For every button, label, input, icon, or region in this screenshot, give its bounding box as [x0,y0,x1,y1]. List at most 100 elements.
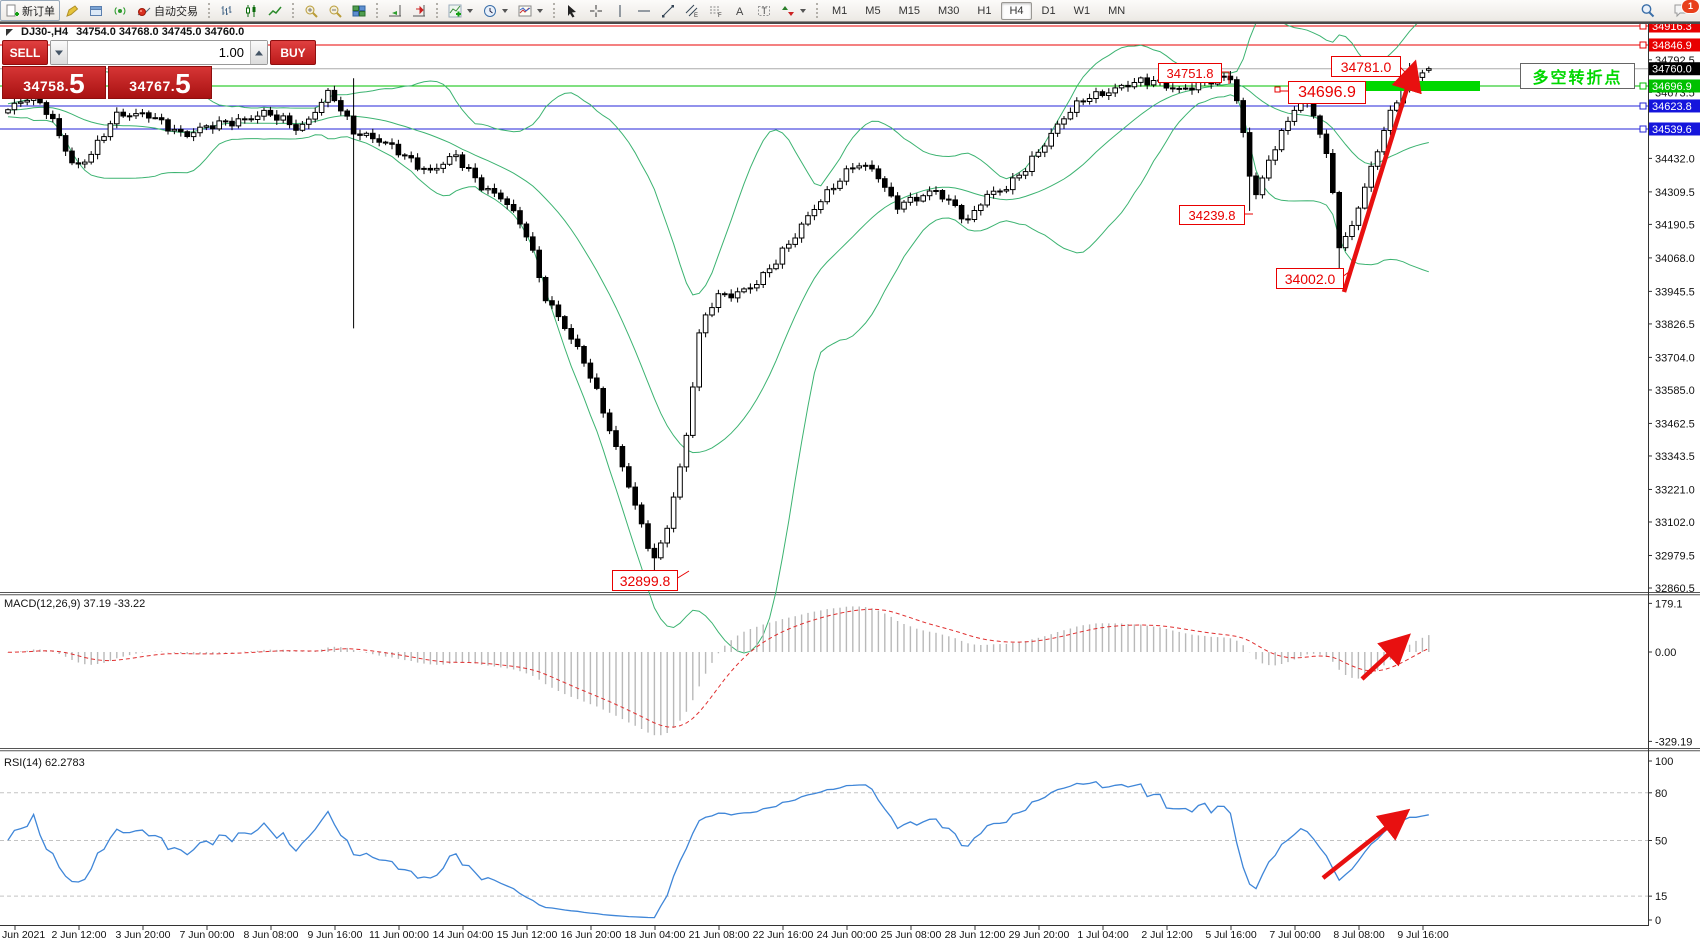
panel-dividers [0,20,1700,926]
price-callout-label[interactable]: 32899.8 [612,570,678,591]
candlestick-chart-button[interactable] [239,0,263,21]
text-label-button[interactable]: T [752,0,776,21]
price-callout-label[interactable]: 34751.8 [1158,63,1222,83]
dropdown-caret-icon [502,8,508,13]
one-click-collapse-arrow[interactable] [6,28,13,36]
notifications-button[interactable]: 1 [1668,0,1700,21]
autotrading-icon [137,7,151,16]
svg-text:-329.19: -329.19 [1655,736,1692,748]
svg-text:15 Jun 12:00: 15 Jun 12:00 [497,929,558,941]
tile-windows-button[interactable] [347,0,371,21]
cursor-icon [568,4,576,17]
svg-text:34539.6: 34539.6 [1652,124,1692,136]
volume-decrease-button[interactable] [51,41,68,64]
trendline-button[interactable] [656,0,680,21]
chart-shift-button[interactable] [407,0,431,21]
equidistant-channel-button[interactable]: E [680,0,704,21]
new-order-icon [6,4,19,16]
bollinger-bands [7,12,1430,654]
timeframe-m1-button[interactable]: M1 [832,4,848,17]
pencil-icon [66,4,79,17]
svg-text:33221.0: 33221.0 [1655,484,1695,496]
zoom-out-button[interactable] [323,0,347,21]
timeframe-m15-button[interactable]: M15 [898,4,920,17]
tile-windows-icon [352,5,366,16]
horizontal-line-button[interactable] [632,0,656,21]
timeframe-h4-button[interactable]: H4 [1001,1,1032,20]
horizontal-line-icon [638,10,650,11]
svg-text:34916.3: 34916.3 [1652,21,1692,33]
svg-text:33343.5: 33343.5 [1655,451,1695,463]
price-callout-label[interactable]: 34696.9 [1288,81,1366,104]
sell-price[interactable]: 34758. 5 [2,66,106,99]
periods-button[interactable] [478,0,513,21]
price-callout-label[interactable]: 34781.0 [1331,56,1401,77]
terminal-window-icon [90,5,102,16]
signals-button[interactable] [108,0,132,21]
svg-text:28 Jun 12:00: 28 Jun 12:00 [945,929,1006,941]
zoom-in-button[interactable] [299,0,323,21]
vertical-line-button[interactable] [608,0,632,21]
text-button[interactable]: A [728,0,752,21]
sell-button[interactable]: SELL [2,40,48,65]
auto-scroll-button[interactable] [383,0,407,21]
toolbar-grip [553,3,555,18]
callout-leader-lines [675,65,1408,580]
svg-text:33102.0: 33102.0 [1655,517,1695,529]
crosshair-button[interactable] [584,0,608,21]
indicators-icon [448,4,462,17]
svg-text:179.1: 179.1 [1655,598,1683,610]
timeframe-m5-button[interactable]: M5 [865,4,881,17]
indicators-button[interactable] [443,0,478,21]
svg-text:9 Jul 16:00: 9 Jul 16:00 [1397,929,1449,941]
cursor-button[interactable] [560,0,584,21]
buy-button[interactable]: BUY [270,40,316,65]
macd-indicator-label: MACD(12,26,9) 37.19 -33.22 [4,598,146,610]
up-triangle-icon [255,50,263,55]
fibonacci-button[interactable]: F [704,0,728,21]
templates-button[interactable] [513,0,548,21]
timeframe-w1-button[interactable]: W1 [1073,4,1091,17]
price-callout-label[interactable]: 34239.8 [1179,205,1245,225]
rsi-indicator-label: RSI(14) 62.2783 [4,757,85,769]
new-order-button[interactable]: 新订单 [0,0,60,21]
line-chart-icon [268,6,282,16]
timeframe-group: M1 M5 M15 M30 H1 H4 D1 W1 MN [823,0,1134,21]
svg-text:7 Jun 00:00: 7 Jun 00:00 [180,929,235,941]
volume-stepper [50,40,268,65]
timeframe-m30-button[interactable]: M30 [937,4,960,17]
dropdown-caret-icon [467,8,473,13]
signal-icon [114,6,126,15]
svg-text:25 Jun 08:00: 25 Jun 08:00 [881,929,942,941]
trend-arrows[interactable] [1321,59,1422,880]
auto-scroll-icon [389,4,401,16]
svg-text:34190.5: 34190.5 [1655,219,1695,231]
svg-text:24 Jun 00:00: 24 Jun 00:00 [817,929,878,941]
arrows-button[interactable] [776,0,811,21]
line-chart-button[interactable] [263,0,287,21]
terminal-button[interactable] [84,0,108,21]
metaeditor-button[interactable] [60,0,84,21]
volume-input[interactable] [68,41,250,64]
symbol-period-label: DJ30-,H4 [21,26,69,38]
timeframe-mn-button[interactable]: MN [1108,4,1126,17]
bar-chart-button[interactable] [215,0,239,21]
chart-symbol-header: DJ30-,H4 34754.0 34768.0 34745.0 34760.0 [6,26,244,38]
svg-text:29 Jun 20:00: 29 Jun 20:00 [1009,929,1070,941]
search-button[interactable] [1635,0,1660,21]
dropdown-caret-icon [800,8,806,13]
turning-point-annotation[interactable]: 多空转折点 [1520,63,1635,89]
buy-price[interactable]: 34767. 5 [108,66,212,99]
macd-signal-line [7,608,1430,728]
toolbar-grip [208,3,210,18]
svg-text:22 Jun 16:00: 22 Jun 16:00 [753,929,814,941]
price-callout-label[interactable]: 34002.0 [1276,268,1344,289]
timeframe-h1-button[interactable]: H1 [977,4,992,17]
volume-increase-button[interactable] [250,41,267,64]
svg-text:34623.8: 34623.8 [1652,101,1692,113]
autotrading-button[interactable]: 自动交易 [132,0,203,21]
timeframe-d1-button[interactable]: D1 [1041,4,1056,17]
svg-text:0: 0 [1655,915,1661,927]
